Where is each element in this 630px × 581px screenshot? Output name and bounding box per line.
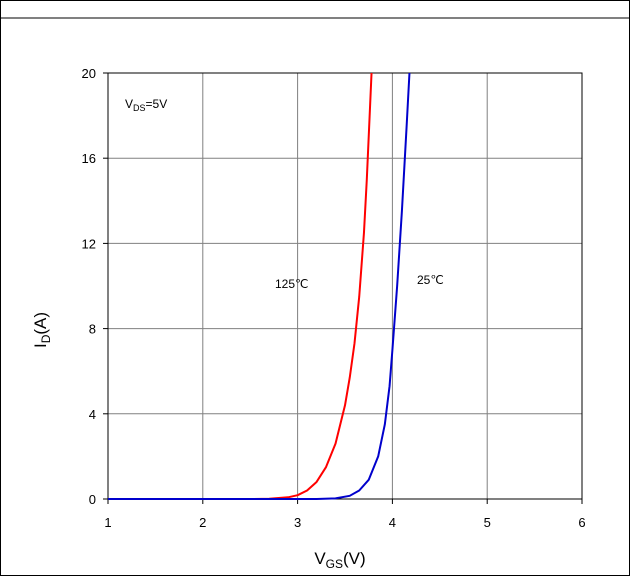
series-lines bbox=[108, 72, 411, 500]
x-tick-label: 2 bbox=[199, 515, 206, 530]
series-label-125c: 125℃ bbox=[275, 277, 309, 291]
x-tick-label: 5 bbox=[484, 515, 491, 530]
x-tick-label: 1 bbox=[104, 515, 111, 530]
y-tick-label: 8 bbox=[89, 322, 96, 337]
condition-label: VDS=5V bbox=[125, 97, 167, 113]
x-tick-label: 3 bbox=[294, 515, 301, 530]
y-tick-label: 12 bbox=[82, 236, 96, 251]
y-tick-label: 4 bbox=[89, 407, 96, 422]
x-tick-label: 6 bbox=[578, 515, 585, 530]
series-line-125c bbox=[108, 72, 373, 500]
series-line-25c bbox=[108, 72, 411, 500]
x-axis-label: VGS(V) bbox=[314, 549, 365, 571]
x-tick-label: 4 bbox=[389, 515, 396, 530]
y-tick-label: 16 bbox=[82, 151, 96, 166]
series-label-25c: 25℃ bbox=[417, 273, 444, 287]
y-axis-label: ID(A) bbox=[31, 312, 53, 348]
plot-area bbox=[107, 72, 583, 500]
y-tick-label: 0 bbox=[89, 492, 96, 507]
y-tick-label: 20 bbox=[82, 66, 96, 81]
